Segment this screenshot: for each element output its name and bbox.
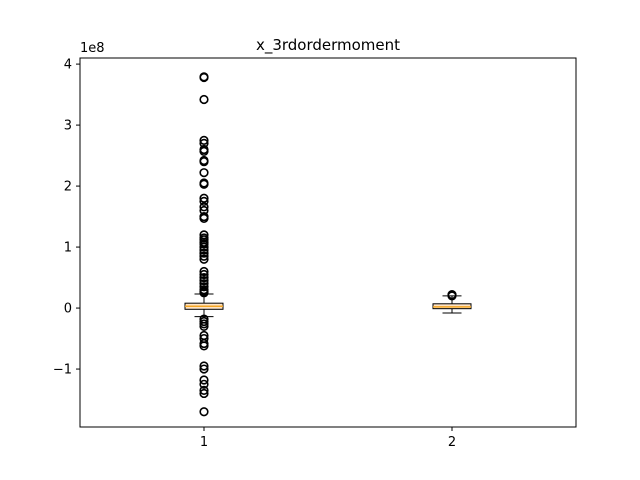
flier-point: [199, 361, 209, 371]
flier-point: [199, 196, 209, 206]
y-tick-label: 2: [64, 180, 72, 195]
y-tick-label: 0: [64, 302, 72, 317]
flier-point: [199, 254, 209, 264]
flier-point: [199, 375, 209, 385]
flier-point: [199, 193, 209, 203]
y-tick-label: 4: [64, 58, 72, 73]
y-axis-offset-label: 1e8: [80, 41, 105, 56]
flier-point: [199, 248, 209, 258]
flier-point: [199, 282, 209, 292]
flier-point: [199, 364, 209, 374]
flier-point: [199, 179, 209, 189]
flier-point: [199, 242, 209, 252]
flier-point: [199, 341, 209, 351]
flier-point: [199, 388, 209, 399]
flier-point: [199, 288, 209, 298]
axes-frame: [79, 57, 577, 428]
flier-point: [199, 202, 209, 212]
y-tick-label: 3: [64, 119, 72, 134]
plot-area: −1 0 1 2 3 4 1 2: [53, 57, 577, 450]
y-tick-label: 1: [64, 241, 72, 256]
flier-point: [199, 276, 209, 286]
flier-point: [199, 135, 209, 145]
flier-point: [199, 379, 209, 389]
flier-point: [199, 168, 209, 178]
flier-point: [199, 269, 209, 280]
flier-point: [447, 291, 457, 301]
flier-point: [199, 146, 209, 156]
flier-point: [199, 157, 209, 167]
flier-point: [199, 239, 209, 249]
flier-point: [199, 245, 209, 255]
flier-point: [199, 213, 209, 224]
y-tick-label: −1: [53, 363, 72, 378]
x-tick-label: 2: [448, 435, 456, 450]
flier-point: [199, 94, 209, 105]
flier-point: [199, 266, 209, 277]
flier-point: [199, 72, 209, 83]
chart-title: x_3rdordermoment: [256, 36, 400, 55]
flier-point: [199, 251, 209, 261]
flier-point: [199, 407, 209, 417]
box-group-1: [184, 72, 224, 417]
flier-point: [199, 321, 209, 331]
box-group-2: [432, 290, 472, 314]
x-tick-label: 1: [200, 435, 208, 450]
flier-point: [199, 385, 209, 396]
flier-point: [199, 272, 209, 283]
